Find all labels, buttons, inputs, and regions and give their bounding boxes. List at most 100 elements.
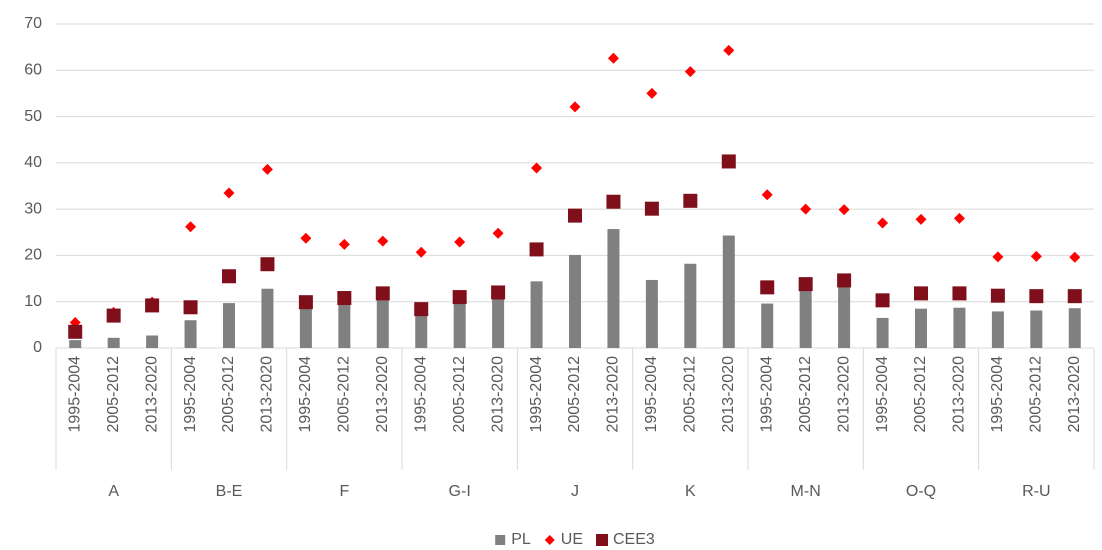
legend-marker xyxy=(495,535,506,545)
bar xyxy=(761,303,774,348)
y-tick-label: 40 xyxy=(24,154,42,171)
square-marker xyxy=(721,154,736,169)
group-label: F xyxy=(339,483,349,500)
diamond-marker xyxy=(531,162,543,174)
square-marker xyxy=(222,269,236,284)
square-marker xyxy=(491,285,506,300)
square-marker xyxy=(952,286,967,301)
x-tick-label: 1995-2004 xyxy=(989,356,1006,433)
diamond-marker xyxy=(607,52,619,64)
bar xyxy=(876,317,889,348)
square-marker xyxy=(145,298,160,313)
group-label: B-E xyxy=(216,483,243,500)
bar xyxy=(530,281,543,348)
bar xyxy=(146,335,159,348)
legend-marker xyxy=(596,534,609,546)
x-tick-label: 1995-2004 xyxy=(643,356,660,433)
bar xyxy=(1068,308,1081,348)
bar xyxy=(338,304,351,348)
diamond-marker xyxy=(569,101,581,113)
legend-label: CEE3 xyxy=(613,531,655,548)
bar xyxy=(645,279,658,348)
x-tick-label: 1995-2004 xyxy=(528,356,545,433)
bar xyxy=(415,314,428,348)
bar xyxy=(838,286,851,348)
x-tick-label: 2005-2012 xyxy=(336,356,353,433)
diamond-marker xyxy=(454,236,466,248)
y-tick-label: 0 xyxy=(33,339,42,356)
square-marker xyxy=(1067,289,1082,304)
diamond-marker xyxy=(838,204,850,216)
diamond-marker xyxy=(300,232,312,244)
bar xyxy=(991,311,1004,348)
diamond-marker xyxy=(992,251,1004,263)
y-tick-label: 20 xyxy=(24,247,42,264)
group-label: J xyxy=(571,483,579,500)
diamond-marker xyxy=(684,66,696,78)
x-tick-label: 1995-2004 xyxy=(412,356,429,433)
square-marker xyxy=(68,324,83,339)
square-marker xyxy=(106,308,121,323)
square-marker xyxy=(414,302,429,317)
x-tick-label: 1995-2004 xyxy=(874,356,891,433)
diamond-marker xyxy=(646,87,658,99)
y-tick-label: 50 xyxy=(24,108,42,125)
group-label: K xyxy=(685,483,696,500)
diamond-marker xyxy=(877,217,889,229)
bar xyxy=(376,299,389,348)
diamond-marker xyxy=(415,246,427,258)
square-marker xyxy=(760,280,775,295)
x-tick-label: 2005-2012 xyxy=(566,356,583,433)
x-tick-label: 1995-2004 xyxy=(66,356,83,433)
y-tick-label: 60 xyxy=(24,62,42,79)
bar xyxy=(107,337,120,348)
group-label: A xyxy=(108,483,119,500)
bar xyxy=(953,307,966,348)
bar xyxy=(607,229,620,348)
diamond-marker xyxy=(185,221,197,233)
bar xyxy=(492,298,505,348)
x-tick-label: 2005-2012 xyxy=(797,356,814,433)
square-marker xyxy=(298,295,313,310)
square-marker xyxy=(183,300,198,315)
bar xyxy=(915,308,927,348)
y-tick-label: 10 xyxy=(24,293,42,310)
x-tick-label: 2005-2012 xyxy=(220,356,237,433)
x-tick-label: 2013-2020 xyxy=(720,356,737,433)
bar xyxy=(684,263,697,348)
bar xyxy=(1030,310,1043,348)
bar xyxy=(299,308,312,348)
diamond-marker xyxy=(953,212,965,224)
diamond-marker xyxy=(800,203,812,215)
diamond-marker xyxy=(1030,250,1042,262)
diamond-marker xyxy=(261,163,273,175)
diamond-marker xyxy=(223,187,235,199)
square-marker xyxy=(990,288,1005,303)
x-tick-label: 2013-2020 xyxy=(143,356,160,433)
x-tick-label: 2005-2012 xyxy=(105,356,122,433)
square-marker xyxy=(606,194,621,209)
x-tick-label: 1995-2004 xyxy=(182,356,199,433)
bar xyxy=(722,235,735,348)
group-label: R-U xyxy=(1022,483,1050,500)
square-marker xyxy=(1029,289,1044,304)
x-tick-label: 2013-2020 xyxy=(1066,356,1083,433)
x-tick-label: 2005-2012 xyxy=(1028,356,1045,433)
diamond-marker xyxy=(915,213,927,225)
diamond-marker xyxy=(338,238,350,250)
x-tick-label: 2013-2020 xyxy=(951,356,968,433)
x-tick-label: 2005-2012 xyxy=(451,356,468,433)
square-marker xyxy=(337,291,352,306)
diamond-marker xyxy=(492,227,504,239)
bar xyxy=(261,288,274,348)
x-tick-label: 2013-2020 xyxy=(835,356,852,433)
diamond-marker xyxy=(1069,251,1081,263)
x-tick-label: 2005-2012 xyxy=(682,356,699,433)
diamond-marker xyxy=(723,44,735,56)
square-marker xyxy=(914,286,928,301)
bar xyxy=(453,303,466,348)
square-marker xyxy=(644,201,659,216)
group-label: M-N xyxy=(791,483,821,500)
x-tick-label: 1995-2004 xyxy=(758,356,775,433)
